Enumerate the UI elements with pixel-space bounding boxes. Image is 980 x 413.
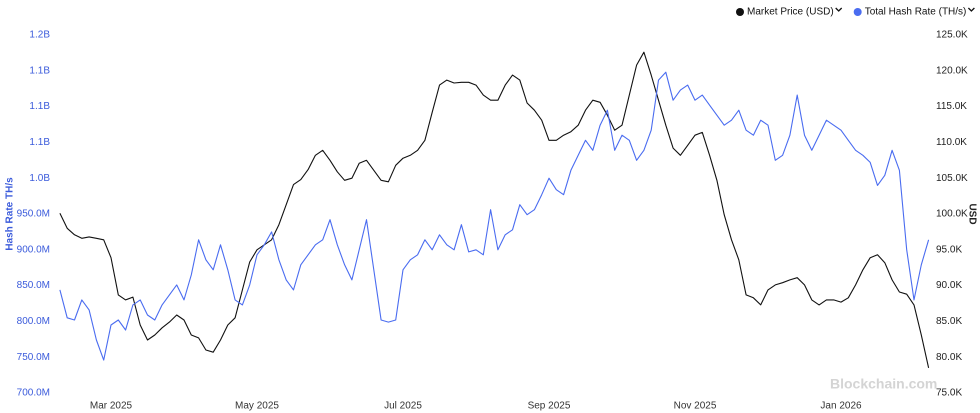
y2-tick-label: 125.0K — [936, 30, 968, 41]
legend-item[interactable]: Total Hash Rate (TH/s) — [853, 7, 975, 18]
y2-tick-label: 95.0K — [936, 244, 962, 255]
y2-tick-label: 110.0K — [936, 137, 967, 148]
x-tick-label: May 2025 — [235, 401, 279, 412]
y2-tick-label: 100.0K — [936, 209, 968, 220]
y2-tick-label: 115.0K — [936, 101, 967, 112]
y2-axis-title: USD — [966, 203, 977, 224]
x-tick-label: Sep 2025 — [528, 401, 571, 412]
legend-label: Market Price (USD) — [747, 7, 834, 18]
legend-label: Total Hash Rate (TH/s) — [865, 7, 967, 18]
legend-chevron — [967, 7, 975, 12]
y2-tick-label: 105.0K — [936, 173, 968, 184]
x-tick-label: Nov 2025 — [674, 401, 717, 412]
legend: Market Price (USD) Total Hash Rate (TH/s) — [736, 7, 975, 18]
y2-tick-label: 120.0K — [936, 65, 968, 76]
watermark: Blockchain.com — [830, 376, 937, 392]
series-line — [59, 51, 930, 369]
x-tick-label: Jul 2025 — [384, 401, 422, 412]
y-tick-label: 900.0M — [17, 244, 50, 255]
y-tick-label: 1.1B — [29, 65, 50, 76]
y-tick-label: 1.2B — [29, 30, 50, 41]
y-tick-label: 750.0M — [17, 352, 50, 363]
y-tick-label: 800.0M — [17, 316, 50, 327]
y-tick-label: 950.0M — [17, 209, 50, 220]
legend-marker — [853, 8, 862, 16]
legend-marker — [736, 8, 744, 16]
y2-tick-label: 85.0K — [936, 316, 962, 327]
series-line — [59, 71, 930, 361]
y-tick-label: 1.1B — [29, 137, 50, 148]
y-tick-label: 1.0B — [29, 173, 50, 184]
y-axis-title: Hash Rate TH/s — [5, 177, 16, 251]
x-tick-label: Jan 2026 — [820, 401, 862, 412]
y-tick-label: 1.1B — [29, 101, 50, 112]
y2-tick-label: 75.0K — [936, 388, 962, 399]
legend-chevron — [835, 7, 843, 12]
y-tick-label: 850.0M — [17, 280, 50, 291]
y2-tick-label: 80.0K — [936, 352, 962, 363]
x-tick-label: Mar 2025 — [90, 401, 133, 412]
y-tick-label: 700.0M — [17, 388, 50, 399]
legend-item[interactable]: Market Price (USD) — [736, 7, 843, 18]
y2-tick-label: 90.0K — [936, 280, 962, 291]
